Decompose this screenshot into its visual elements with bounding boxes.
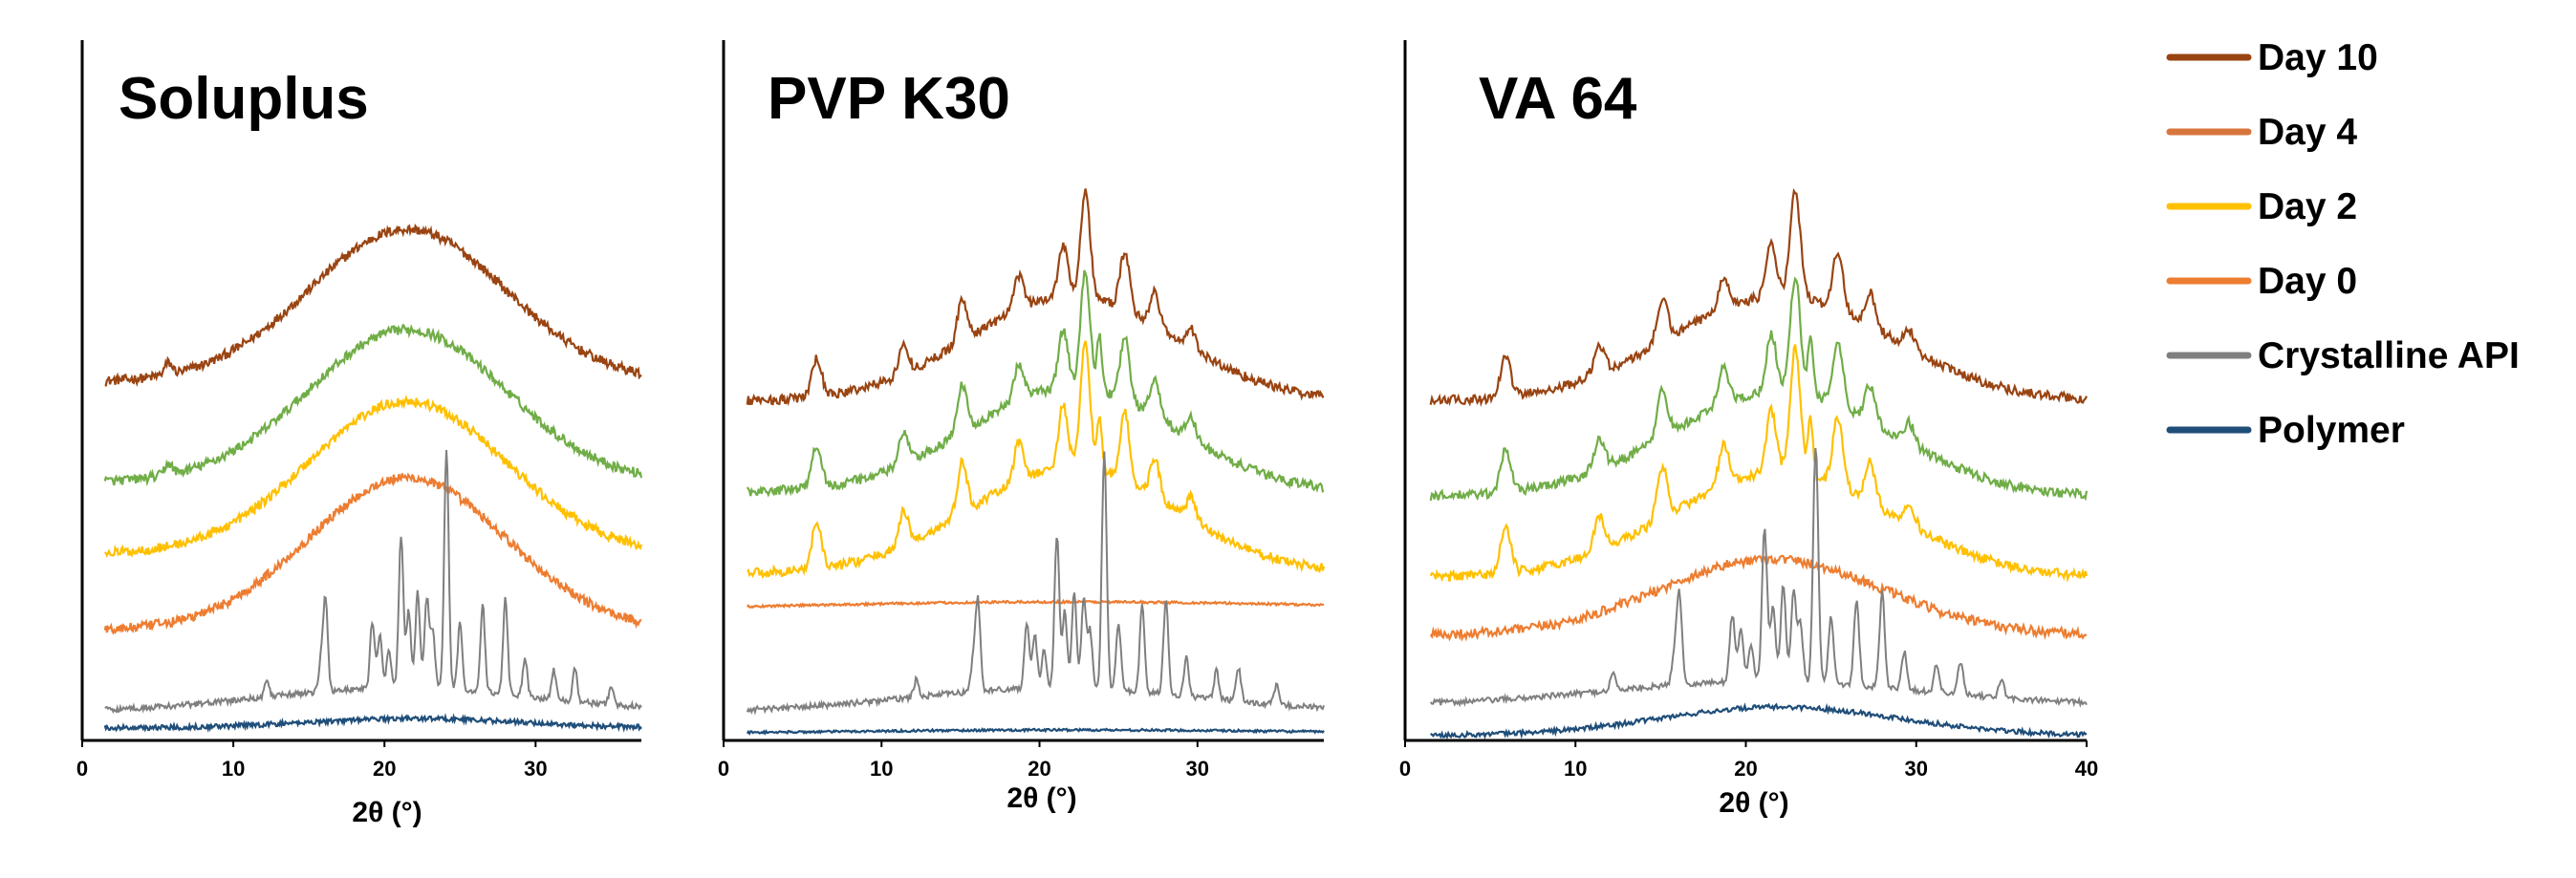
x-ticks-va-64: 0 10 20 30 40	[1399, 740, 2098, 781]
series-line-day0	[103, 472, 642, 635]
panel-title-va-64: VA 64	[1479, 66, 1637, 132]
series-line-day4	[746, 269, 1325, 498]
legend-label-day0: Day 0	[2258, 261, 2357, 302]
x-axis-label-pvp-k30: 2θ (°)	[1007, 782, 1076, 814]
x-tick-label: 20	[1028, 757, 1050, 781]
legend-label-day4: Day 4	[2258, 112, 2357, 153]
panel-title-soluplus: Soluplus	[119, 66, 369, 132]
series-line-polymer	[1430, 702, 2088, 740]
x-tick-label: 20	[1734, 757, 1757, 781]
legend-label-day10: Day 10	[2258, 37, 2378, 78]
x-tick-label: 30	[1186, 757, 1209, 781]
series-group-pvp-k30	[746, 188, 1326, 737]
series-line-day10	[746, 188, 1325, 407]
x-tick-label: 20	[373, 757, 396, 781]
panel-soluplus: Soluplus 0 10 20 30 2θ (°)	[76, 40, 643, 828]
series-line-day2	[103, 394, 643, 559]
series-line-day10	[1429, 187, 2088, 408]
x-tick-label: 10	[1564, 757, 1587, 781]
series-line-day4	[103, 323, 643, 487]
series-line-day0	[1429, 554, 2088, 642]
x-tick-label: 30	[1905, 757, 1928, 781]
series-line-polymer	[103, 713, 642, 734]
x-tick-label: 40	[2075, 757, 2098, 781]
x-tick-label: 10	[222, 757, 245, 781]
panel-pvp-k30: PVP K30 0 10 20 30 2θ (°)	[718, 40, 1326, 814]
series-line-day2	[747, 340, 1326, 580]
legend-label-day2: Day 2	[2258, 186, 2357, 227]
series-line-api	[746, 451, 1325, 716]
x-axis-label-soluplus: 2θ (°)	[352, 797, 422, 828]
x-tick-label: 0	[76, 757, 88, 781]
series-line-api	[104, 450, 642, 715]
series-line-polymer	[746, 727, 1325, 737]
panel-va-64: VA 64 0 10 20 30 40 2θ (°)	[1399, 40, 2098, 819]
x-tick-label: 30	[524, 757, 547, 781]
series-line-day0	[746, 598, 1325, 610]
x-ticks-soluplus: 0 10 20 30	[76, 740, 548, 781]
series-line-day4	[1429, 276, 2089, 502]
series-group-soluplus	[103, 223, 643, 734]
legend-label-api: Crystalline API	[2258, 335, 2520, 376]
series-line-api	[1429, 447, 2088, 708]
series-line-day2	[1429, 344, 2089, 583]
x-axis-label-va-64: 2θ (°)	[1719, 787, 1788, 819]
x-tick-label: 0	[718, 757, 729, 781]
legend-label-polymer: Polymer	[2258, 410, 2405, 451]
series-group-va-64	[1429, 187, 2089, 740]
panel-title-pvp-k30: PVP K30	[768, 66, 1010, 132]
series-line-day10	[104, 223, 642, 388]
legend: Day 10 Day 4 Day 2 Day 0 Crystalline API Poly…	[2166, 37, 2520, 451]
x-tick-label: 10	[870, 757, 893, 781]
x-ticks-pvp-k30: 0 10 20 30	[718, 740, 1209, 781]
x-tick-label: 0	[1399, 757, 1411, 781]
